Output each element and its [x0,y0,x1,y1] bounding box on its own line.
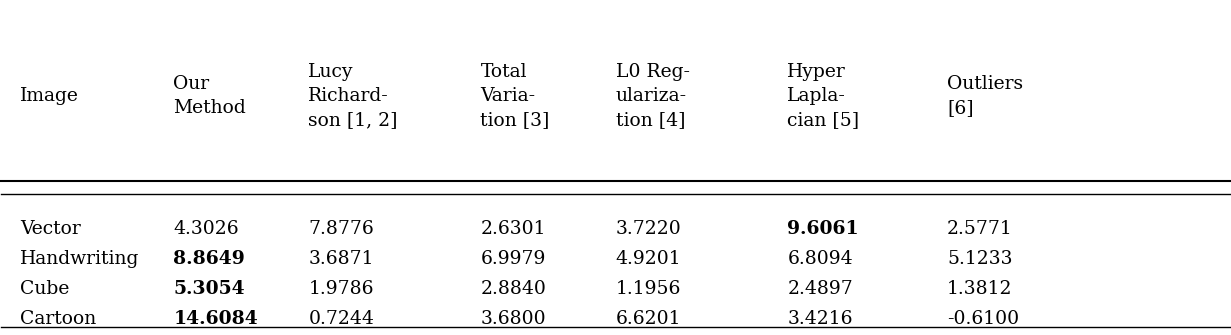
Text: Vector: Vector [20,220,80,238]
Text: Cartoon: Cartoon [20,310,96,328]
Text: 5.1233: 5.1233 [947,250,1013,268]
Text: 6.8094: 6.8094 [788,250,853,268]
Text: 2.4897: 2.4897 [788,280,853,298]
Text: 2.6301: 2.6301 [480,220,545,238]
Text: 3.4216: 3.4216 [788,310,853,328]
Text: 4.9201: 4.9201 [616,250,681,268]
Text: Cube: Cube [20,280,69,298]
Text: Hyper
Lapla-
cian [5]: Hyper Lapla- cian [5] [788,63,859,129]
Text: 6.9979: 6.9979 [480,250,545,268]
Text: 2.8840: 2.8840 [480,280,547,298]
Text: 7.8776: 7.8776 [309,220,374,238]
Text: 1.9786: 1.9786 [309,280,374,298]
Text: Handwriting: Handwriting [20,250,139,268]
Text: Lucy
Richard-
son [1, 2]: Lucy Richard- son [1, 2] [309,63,398,129]
Text: Outliers
[6]: Outliers [6] [947,75,1023,117]
Text: 2.5771: 2.5771 [947,220,1013,238]
Text: Total
Varia-
tion [3]: Total Varia- tion [3] [480,63,550,129]
Text: 3.6871: 3.6871 [309,250,374,268]
Text: 5.3054: 5.3054 [174,280,245,298]
Text: Image: Image [20,87,79,105]
Text: 9.6061: 9.6061 [788,220,859,238]
Text: 8.8649: 8.8649 [174,250,245,268]
Text: -0.6100: -0.6100 [947,310,1019,328]
Text: Our
Method: Our Method [174,75,246,117]
Text: 14.6084: 14.6084 [174,310,259,328]
Text: 1.1956: 1.1956 [616,280,681,298]
Text: 3.6800: 3.6800 [480,310,547,328]
Text: 1.3812: 1.3812 [947,280,1013,298]
Text: 0.7244: 0.7244 [309,310,374,328]
Text: 3.7220: 3.7220 [616,220,681,238]
Text: L0 Reg-
ulariza-
tion [4]: L0 Reg- ulariza- tion [4] [616,63,689,129]
Text: 4.3026: 4.3026 [174,220,239,238]
Text: 6.6201: 6.6201 [616,310,681,328]
